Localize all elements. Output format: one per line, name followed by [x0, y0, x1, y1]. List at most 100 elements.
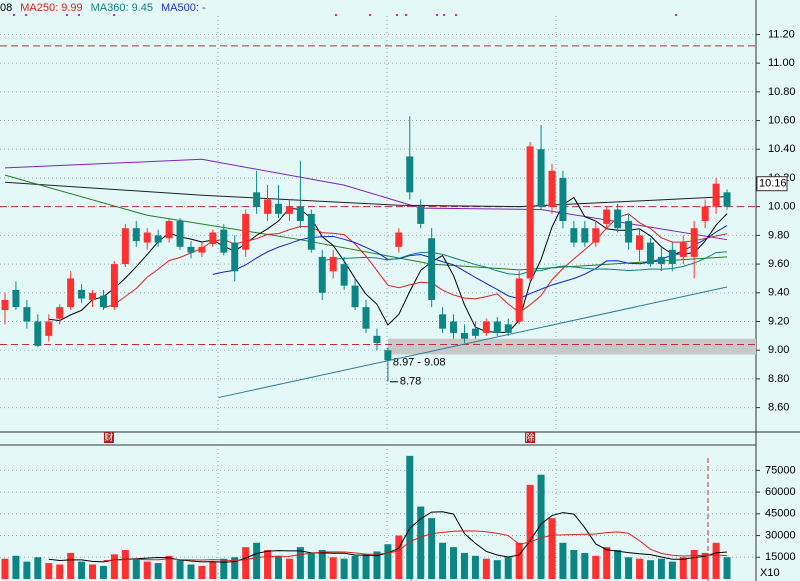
- volume-bar: [307, 552, 315, 579]
- volume-bar: [56, 564, 64, 579]
- header: 08 MA250: 9.99 MA360: 9.45 MA500: -: [0, 2, 206, 14]
- candle-body: [340, 264, 348, 286]
- candle-body: [471, 328, 479, 336]
- volume-bar: [110, 554, 118, 579]
- y-tick-label: 60000: [765, 486, 796, 498]
- volume-bar: [625, 557, 633, 579]
- moving-average-line: [103, 530, 728, 562]
- volume-bar: [296, 547, 304, 579]
- candle-body: [712, 183, 720, 207]
- candle-body: [34, 321, 42, 346]
- volume-bar: [515, 542, 523, 579]
- candle-body: [460, 332, 468, 339]
- candle-body: [657, 256, 665, 265]
- header-item: 08: [0, 2, 12, 14]
- candle-body: [482, 321, 490, 333]
- volume-bar: [636, 558, 644, 579]
- candle-body: [450, 321, 458, 333]
- volume-bar: [209, 561, 217, 579]
- y-tick-label: 10.60: [768, 114, 796, 126]
- candle-body: [515, 278, 523, 322]
- volume-bar: [362, 554, 370, 579]
- candle-body: [636, 235, 644, 250]
- candle-body: [154, 235, 162, 243]
- candle-body: [165, 221, 173, 239]
- volume-bar: [482, 558, 490, 579]
- candle-body: [570, 228, 578, 243]
- y-tick-label: 9.40: [768, 287, 789, 299]
- candle-body: [592, 228, 600, 243]
- candle-body: [384, 350, 392, 361]
- y-tick-label: 30000: [765, 529, 796, 541]
- y-tick-label: 11.20: [768, 28, 795, 40]
- y-tick-label: 15000: [765, 551, 796, 563]
- volume-bar: [253, 542, 261, 579]
- candle-body: [296, 206, 304, 222]
- candle-body: [307, 213, 315, 250]
- volume-bar: [67, 552, 75, 579]
- volume-bar: [504, 557, 512, 579]
- low-label: 8.78: [400, 376, 421, 388]
- price-label-box: [756, 176, 788, 192]
- candle-body: [242, 213, 250, 250]
- volume-bar: [646, 560, 654, 579]
- volume-bar: [548, 518, 556, 579]
- candle-body: [526, 146, 534, 279]
- y-tick-label: 9.00: [768, 344, 789, 356]
- candle-body: [406, 156, 414, 193]
- volume-bar: [340, 558, 348, 579]
- volume-bar: [99, 565, 107, 579]
- event-marker: [525, 432, 536, 443]
- volume-bar: [264, 550, 272, 579]
- candle-body: [329, 256, 337, 272]
- candle-body: [12, 289, 20, 308]
- volume-bar: [471, 555, 479, 579]
- moving-average-line: [212, 225, 728, 300]
- candle-body: [493, 321, 501, 333]
- volume-bar: [701, 552, 709, 579]
- candle-body: [198, 246, 206, 253]
- candle-body: [275, 203, 282, 214]
- volume-bar: [12, 555, 20, 579]
- moving-average-line: [322, 251, 728, 276]
- candle-body: [504, 324, 512, 333]
- volume-bar: [78, 561, 86, 579]
- volume-bar: [395, 535, 403, 579]
- candle-body: [614, 209, 622, 229]
- volume-bar: [592, 555, 600, 579]
- y-tick-label: 9.20: [768, 315, 789, 327]
- y-tick-label: 10.40: [768, 143, 796, 155]
- volume-bar: [603, 547, 611, 579]
- moving-average-line: [103, 213, 728, 314]
- candle-body: [439, 314, 447, 329]
- candle-body: [723, 192, 731, 207]
- header-item: MA360: 9.45: [91, 2, 153, 14]
- candle-body: [285, 206, 293, 214]
- volume-bar: [1, 558, 9, 579]
- candle-body: [56, 307, 64, 319]
- volume-bar: [132, 558, 140, 579]
- candle-body: [89, 292, 97, 300]
- volume-bar: [275, 555, 282, 579]
- candle-body: [78, 289, 86, 299]
- signal-dots: [13, 14, 677, 16]
- candle-body: [679, 242, 687, 257]
- date-separators: [217, 16, 557, 581]
- volume-bar: [406, 455, 414, 579]
- volume-bar: [570, 550, 578, 579]
- candle-body: [318, 256, 326, 293]
- event-marker: [103, 432, 114, 443]
- volume-bar: [220, 558, 228, 579]
- volume-bar: [690, 550, 698, 579]
- moving-average-line: [218, 286, 728, 399]
- header-item: MA250: 9.99: [20, 2, 82, 14]
- volume-bar: [493, 560, 501, 579]
- y-tick-label: 45000: [765, 508, 796, 520]
- volume-bar: [143, 561, 151, 579]
- y-tick-label: 75000: [765, 464, 796, 476]
- candle-body: [187, 246, 195, 253]
- volume-bar: [176, 560, 184, 579]
- volume-bar: [154, 563, 162, 579]
- candle-body: [45, 321, 53, 336]
